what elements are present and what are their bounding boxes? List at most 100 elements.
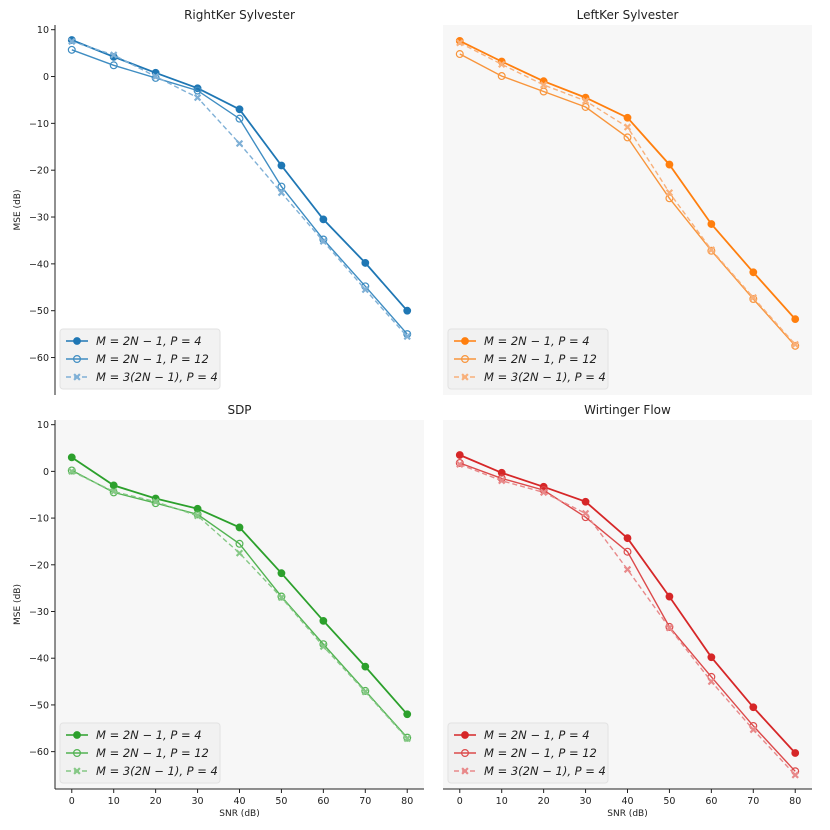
data-point xyxy=(72,355,81,364)
data-point xyxy=(707,220,716,228)
data-point xyxy=(497,468,506,477)
panel-wirtinger-flow: Wirtinger Flow 0 10 20 30 40 50 60 70 80 SNR (dB) M… xyxy=(443,403,812,819)
data-point xyxy=(67,466,76,475)
data-point xyxy=(455,451,464,459)
x-tick-label: 80 xyxy=(789,796,801,807)
data-point xyxy=(623,133,632,142)
legend: M = 2N − 1, P = 4 M = 2N − 1, P = 12 M = 3… xyxy=(447,328,609,390)
legend-entry: M = 2N − 1, P = 12 xyxy=(66,352,209,366)
legend-label: M = 2N − 1, P = 4 xyxy=(96,334,202,348)
data-point xyxy=(707,653,716,662)
data-point xyxy=(749,294,758,303)
y-tick-label: −20 xyxy=(29,166,49,177)
y-tick-label: 0 xyxy=(43,72,49,83)
panel-title: Wirtinger Flow xyxy=(584,403,671,417)
y-tick-label: −60 xyxy=(29,353,49,364)
y-tick-label: −20 xyxy=(29,560,49,571)
legend-label: M = 2N − 1, P = 12 xyxy=(96,746,209,760)
data-point xyxy=(361,688,369,696)
data-point xyxy=(623,113,632,122)
x-tick-label: 80 xyxy=(401,796,413,807)
y-axis-label: MSE (dB) xyxy=(13,190,23,231)
data-point xyxy=(665,624,674,632)
legend-entry: M = 2N − 1, P = 12 xyxy=(454,746,597,760)
y-tick-label: −10 xyxy=(29,514,49,525)
x-axis-label: SNR (dB) xyxy=(607,809,647,819)
data-point xyxy=(193,504,202,513)
data-point xyxy=(403,332,411,341)
data-point xyxy=(791,771,799,779)
y-tick-label: −50 xyxy=(29,700,49,711)
data-point xyxy=(623,534,632,543)
x-tick-label: 70 xyxy=(359,796,371,807)
data-point xyxy=(581,509,590,518)
series-line xyxy=(459,462,796,772)
data-point xyxy=(539,87,548,96)
data-point xyxy=(193,86,202,95)
data-point xyxy=(193,512,202,520)
data-point xyxy=(68,467,76,476)
panel-title: SDP xyxy=(227,403,251,417)
legend-entry: M = 3(2N − 1), P = 4 xyxy=(454,764,606,778)
data-point xyxy=(623,565,632,574)
data-point xyxy=(110,51,118,59)
data-point xyxy=(665,188,674,197)
series-3 xyxy=(456,460,799,779)
legend-label: M = 2N − 1, P = 12 xyxy=(484,746,597,760)
data-point xyxy=(235,114,244,123)
data-point xyxy=(361,285,369,294)
data-point xyxy=(319,215,328,224)
legend: M = 2N − 1, P = 4 M = 2N − 1, P = 12 M = 3… xyxy=(59,722,221,784)
x-tick-label: 70 xyxy=(747,796,759,807)
data-point xyxy=(461,337,469,345)
legend-entry: M = 2N − 1, P = 4 xyxy=(66,728,202,742)
x-tick-label: 0 xyxy=(69,796,75,807)
legend-entry: M = 3(2N − 1), P = 4 xyxy=(66,370,218,384)
x-tick-label: 20 xyxy=(150,796,162,807)
data-point xyxy=(456,460,464,469)
data-point xyxy=(749,293,757,302)
y-axis-label: MSE (dB) xyxy=(13,584,23,625)
panel-sdp: SDP 10 0 −10 −20 −30 −40 −50 −60 MSE (dB) 0 10 20 30 4… xyxy=(13,403,424,819)
data-point xyxy=(461,731,469,739)
legend-label: M = 3(2N − 1), P = 4 xyxy=(484,764,606,778)
legend-label: M = 2N − 1, P = 4 xyxy=(484,334,590,348)
y-tick-label: 10 xyxy=(37,420,49,431)
data-point xyxy=(749,703,758,712)
data-point xyxy=(665,622,674,631)
data-point xyxy=(749,726,757,734)
data-point xyxy=(461,355,470,364)
legend-label: M = 2N − 1, P = 4 xyxy=(484,728,590,742)
data-point xyxy=(461,748,470,757)
panel-rightker-sylvester: RightKer Sylvester 10 0 −10 −20 −30 −40 −50 −60 M… xyxy=(13,8,424,395)
legend-entry: M = 3(2N − 1), P = 4 xyxy=(454,370,606,384)
data-point xyxy=(623,547,632,556)
data-point xyxy=(319,642,328,651)
x-tick-label: 30 xyxy=(580,796,592,807)
legend-label: M = 2N − 1, P = 4 xyxy=(96,728,202,742)
data-point xyxy=(455,458,464,467)
data-point xyxy=(72,748,81,757)
data-point xyxy=(361,259,370,267)
data-point xyxy=(109,61,118,70)
legend-box xyxy=(447,328,609,390)
data-point xyxy=(235,139,244,148)
data-point xyxy=(67,453,76,462)
y-tick-label: −30 xyxy=(29,607,49,618)
data-point xyxy=(73,373,81,381)
legend-label: M = 2N − 1, P = 12 xyxy=(484,352,597,366)
legend-label: M = 3(2N − 1), P = 4 xyxy=(484,370,606,384)
y-tick-label: −40 xyxy=(29,654,49,665)
data-point xyxy=(791,341,800,350)
series-2 xyxy=(455,50,800,350)
data-point xyxy=(361,662,370,671)
series-3 xyxy=(68,37,411,341)
data-point xyxy=(498,60,506,69)
data-point xyxy=(539,488,548,497)
data-point xyxy=(791,340,799,349)
legend-label: M = 3(2N − 1), P = 4 xyxy=(96,764,218,778)
data-point xyxy=(581,102,590,111)
legend-entry: M = 2N − 1, P = 4 xyxy=(454,334,590,348)
